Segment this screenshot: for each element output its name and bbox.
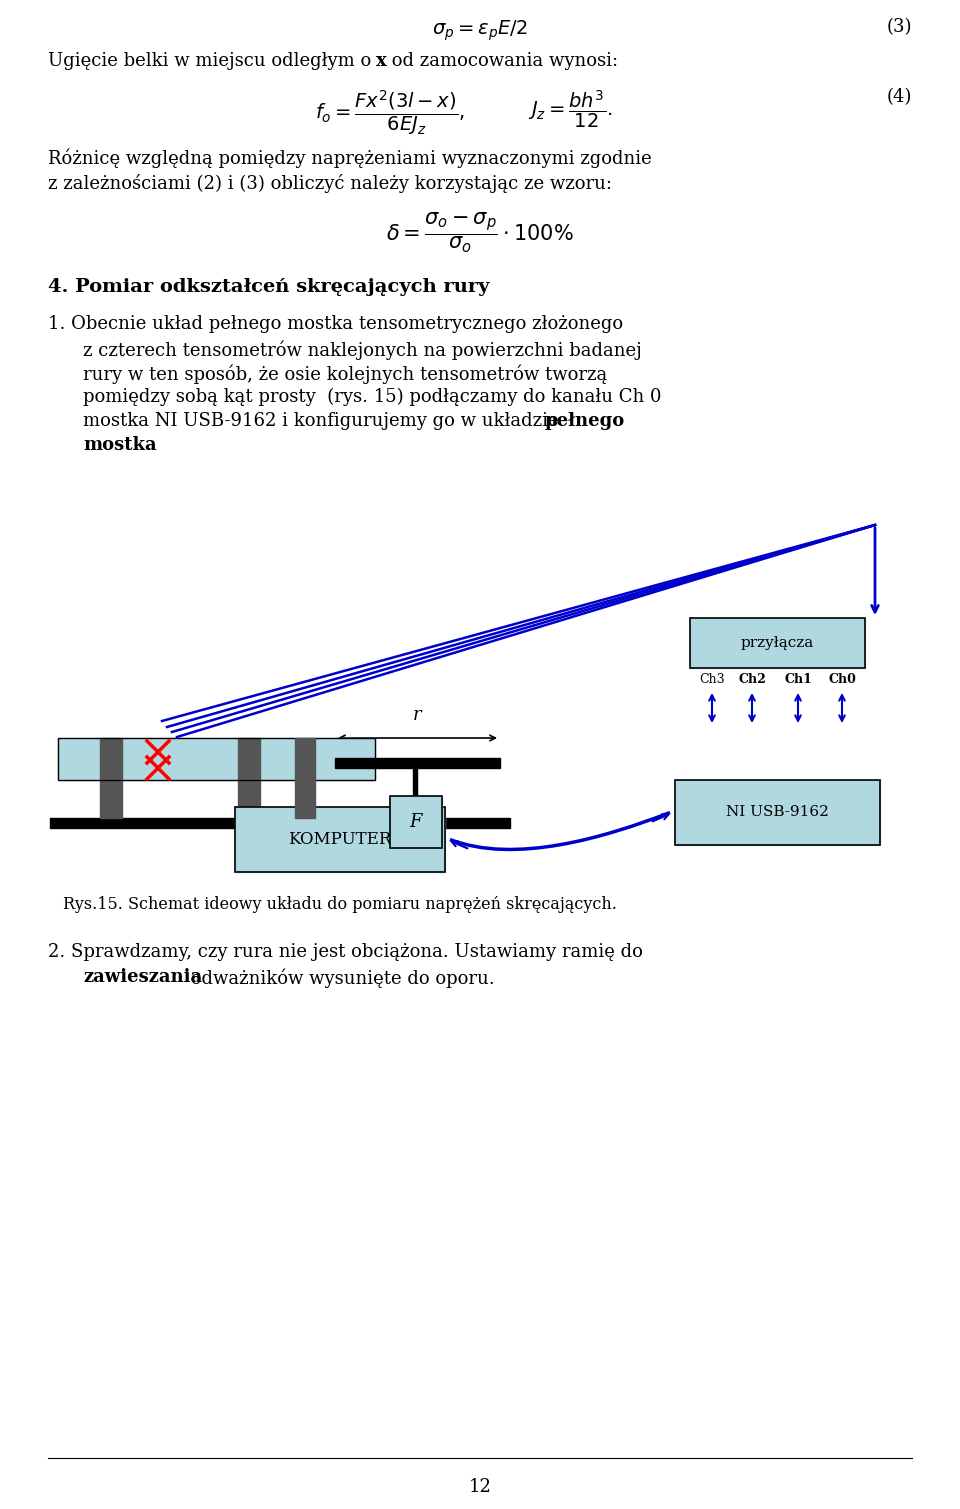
Text: Ch1: Ch1 xyxy=(784,673,812,687)
Text: Ugięcie belki w miejscu odległym o: Ugięcie belki w miejscu odległym o xyxy=(48,51,377,69)
Bar xyxy=(58,738,375,780)
Text: od zamocowania wynosi:: od zamocowania wynosi: xyxy=(386,51,618,69)
Text: (4): (4) xyxy=(887,88,912,106)
Text: .: . xyxy=(145,436,151,454)
Text: 2. Sprawdzamy, czy rura nie jest obciążona. Ustawiamy ramię do: 2. Sprawdzamy, czy rura nie jest obciążo… xyxy=(48,943,643,961)
Text: $\sigma_p = \varepsilon_p E/2$: $\sigma_p = \varepsilon_p E/2$ xyxy=(432,18,528,42)
Text: Różnicę względną pomiędzy naprężeniami wyznaczonymi zgodnie: Różnicę względną pomiędzy naprężeniami w… xyxy=(48,148,652,167)
Text: z zależnościami (2) i (3) obliczyć należy korzystając ze wzoru:: z zależnościami (2) i (3) obliczyć należ… xyxy=(48,174,612,193)
Bar xyxy=(675,780,880,845)
Text: KOMPUTER: KOMPUTER xyxy=(288,831,392,848)
Bar xyxy=(335,758,500,768)
Text: $\delta = \dfrac{\sigma_o - \sigma_p}{\sigma_o} \cdot 100\%$: $\delta = \dfrac{\sigma_o - \sigma_p}{\s… xyxy=(386,210,574,255)
Text: 4. Pomiar odkształceń skręcających rury: 4. Pomiar odkształceń skręcających rury xyxy=(48,278,490,296)
Bar xyxy=(238,738,260,818)
Text: r: r xyxy=(413,706,421,724)
Text: $f_o = \dfrac{Fx^2(3l-x)}{6EJ_z},$: $f_o = \dfrac{Fx^2(3l-x)}{6EJ_z},$ xyxy=(315,88,465,137)
Bar xyxy=(390,797,442,848)
Text: z czterech tensometrów naklejonych na powierzchni badanej: z czterech tensometrów naklejonych na po… xyxy=(83,340,641,359)
Bar xyxy=(675,780,880,845)
Text: 12: 12 xyxy=(468,1477,492,1495)
Bar xyxy=(100,738,122,818)
Text: NI USB-9162: NI USB-9162 xyxy=(726,806,828,819)
Text: $J_z = \dfrac{bh^3}{12}.$: $J_z = \dfrac{bh^3}{12}.$ xyxy=(528,88,612,130)
Text: mostka: mostka xyxy=(83,436,156,454)
Text: zawieszania: zawieszania xyxy=(83,967,203,985)
Text: Ch2: Ch2 xyxy=(738,673,766,687)
Text: mostka NI USB-9162 i konfigurujemy go w układzie: mostka NI USB-9162 i konfigurujemy go w … xyxy=(83,412,564,430)
Bar xyxy=(413,768,417,797)
Text: Ch0: Ch0 xyxy=(828,673,856,687)
Text: przyłącza: przyłącza xyxy=(741,635,814,650)
Text: x: x xyxy=(376,51,387,69)
Bar xyxy=(58,738,375,780)
Text: pełnego: pełnego xyxy=(545,412,625,430)
Bar xyxy=(50,818,510,828)
Text: Ch3: Ch3 xyxy=(699,673,725,687)
Bar xyxy=(235,807,445,872)
Bar xyxy=(295,738,315,818)
Text: rury w ten sposób, że osie kolejnych tensometrów tworzą: rury w ten sposób, że osie kolejnych ten… xyxy=(83,364,608,383)
Bar xyxy=(690,619,865,668)
Text: pomiędzy sobą kąt prosty  (rys. 15) podłączamy do kanału Ch 0: pomiędzy sobą kąt prosty (rys. 15) podłą… xyxy=(83,388,661,406)
Bar xyxy=(690,619,865,668)
Bar xyxy=(235,807,445,872)
Text: odważników wysunięte do oporu.: odważników wysunięte do oporu. xyxy=(185,967,494,987)
Bar xyxy=(390,797,442,848)
Text: (3): (3) xyxy=(886,18,912,36)
Text: 1. Obecnie układ pełnego mostka tensometrycznego złożonego: 1. Obecnie układ pełnego mostka tensomet… xyxy=(48,315,623,333)
Text: Rys.15. Schemat ideowy układu do pomiaru naprężeń skręcających.: Rys.15. Schemat ideowy układu do pomiaru… xyxy=(63,896,617,913)
Text: F: F xyxy=(410,813,422,831)
